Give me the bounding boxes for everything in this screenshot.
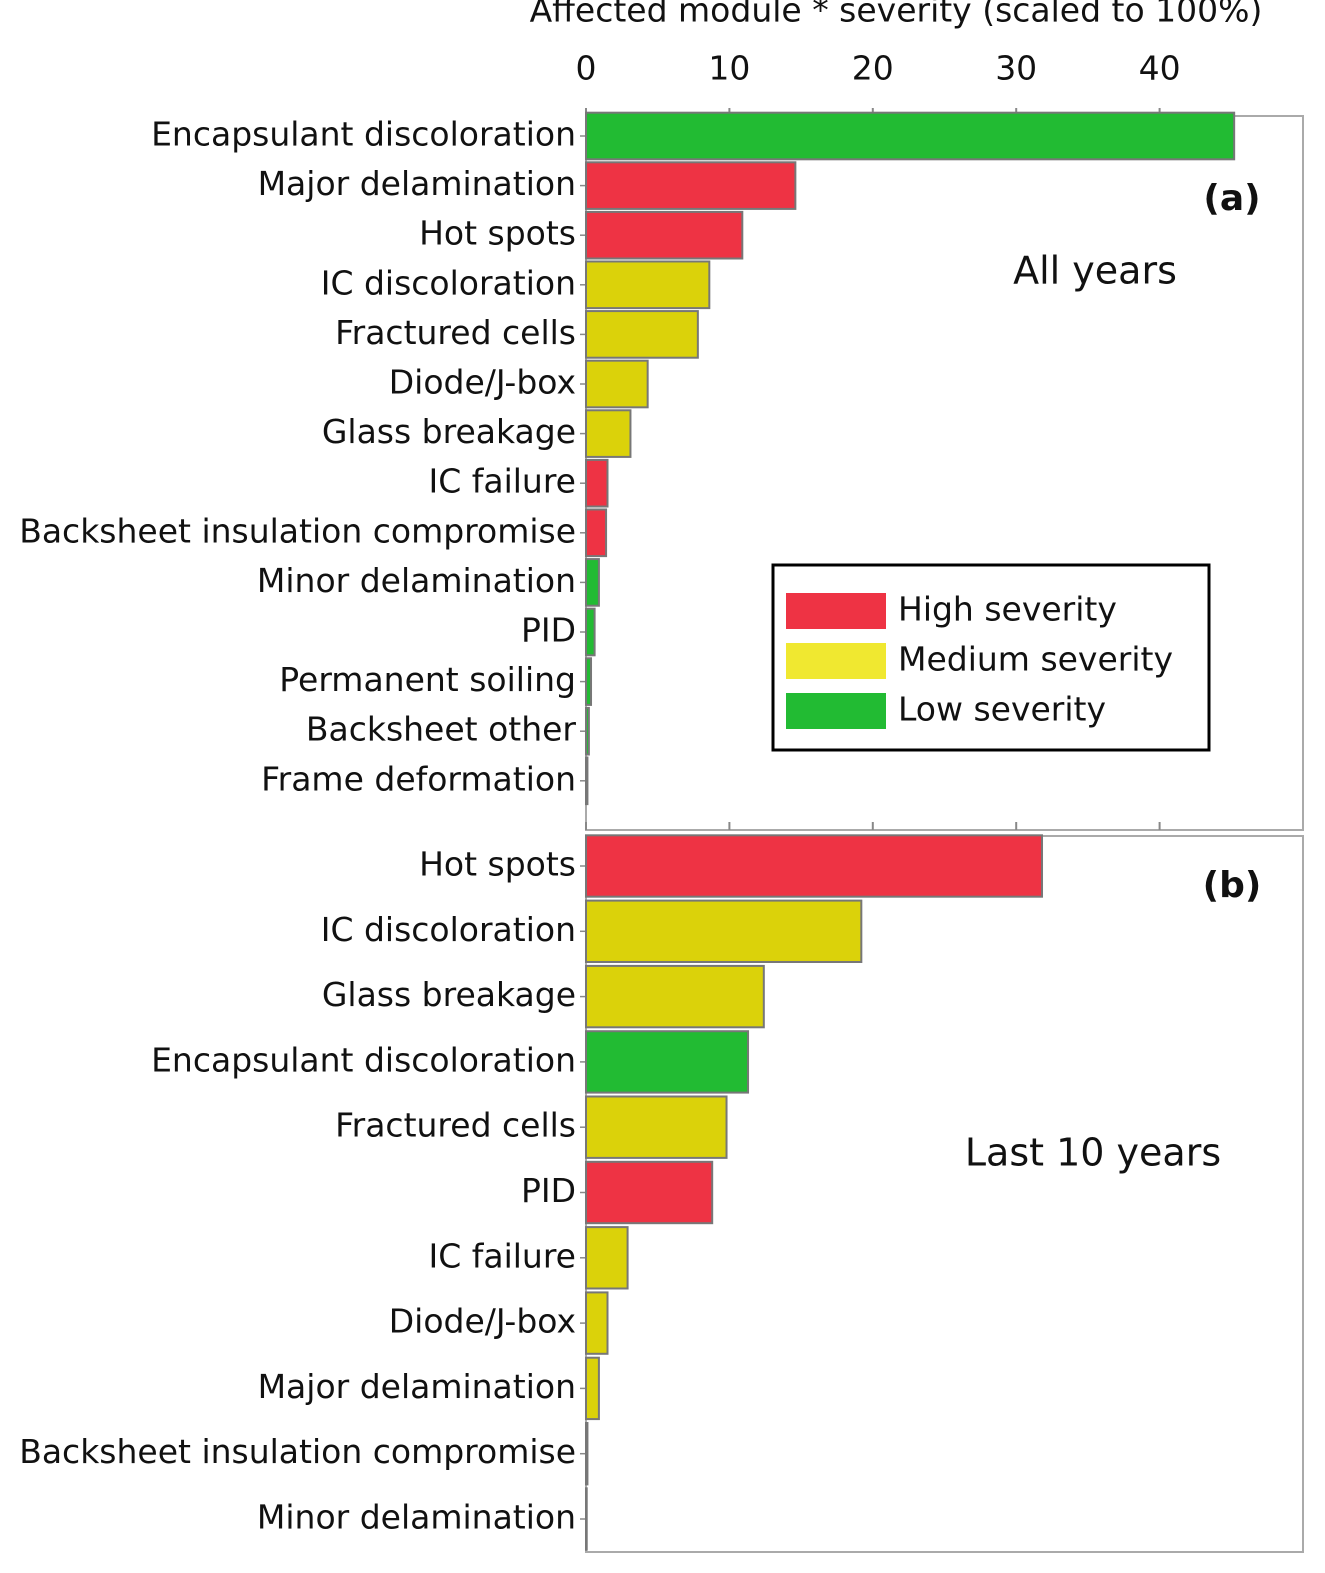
bar xyxy=(585,310,699,359)
y-tick-label: Minor delamination xyxy=(257,1498,576,1537)
y-tick-label: Major delamination xyxy=(258,164,576,203)
bar xyxy=(585,409,632,458)
y-tick-label: Fractured cells xyxy=(335,1106,576,1145)
panel-label: (a) xyxy=(1203,178,1260,219)
y-tick-label: Encapsulant discoloration xyxy=(151,1040,576,1079)
y-tick-label: IC discoloration xyxy=(321,910,576,949)
bar xyxy=(585,1030,750,1094)
bar xyxy=(585,508,608,558)
y-tick-label: Diode/J-box xyxy=(389,363,576,402)
bar xyxy=(585,607,596,657)
bar xyxy=(585,899,863,963)
legend-swatch xyxy=(786,593,886,629)
bar xyxy=(585,834,1044,898)
y-tick-label: Permanent soiling xyxy=(279,660,576,699)
bar xyxy=(585,359,649,409)
x-tick-label: 10 xyxy=(708,49,750,88)
y-tick-label: PID xyxy=(521,611,576,650)
bar xyxy=(585,1422,589,1486)
y-tick-label: Backsheet other xyxy=(306,710,577,749)
y-tick-label: Hot spots xyxy=(419,845,576,884)
y-tick-label: Major delamination xyxy=(258,1367,576,1406)
legend-swatch xyxy=(786,643,886,679)
panel-annotation: All years xyxy=(1013,249,1177,293)
y-tick-label: PID xyxy=(521,1171,576,1210)
bar xyxy=(585,558,600,607)
bar xyxy=(585,458,609,508)
y-tick-label: Frame deformation xyxy=(261,759,576,798)
bar xyxy=(585,1356,600,1421)
panel-label: (b) xyxy=(1203,865,1262,906)
bar xyxy=(585,1095,728,1159)
x-tick-label: 40 xyxy=(1139,49,1181,88)
bar xyxy=(585,111,1236,161)
x-tick-label: 0 xyxy=(576,49,597,88)
bar xyxy=(585,1291,609,1355)
bar xyxy=(585,657,593,706)
y-tick-label: Diode/J-box xyxy=(389,1302,576,1341)
bar xyxy=(585,161,797,210)
y-tick-label: Hot spots xyxy=(419,214,576,253)
legend-swatch xyxy=(786,693,886,729)
y-tick-label: IC failure xyxy=(428,1236,576,1275)
y-tick-label: Glass breakage xyxy=(322,975,576,1014)
y-tick-label: Backsheet insulation compromise xyxy=(19,511,576,550)
panel-annotation: Last 10 years xyxy=(965,1131,1221,1175)
y-tick-label: Minor delamination xyxy=(257,561,576,600)
bar xyxy=(585,260,711,310)
bar xyxy=(585,1226,629,1290)
legend-label: High severity xyxy=(898,590,1117,629)
bar xyxy=(585,756,589,806)
legend-label: Low severity xyxy=(898,690,1106,729)
x-axis-title: Affected module * severity (scaled to 10… xyxy=(530,0,1263,30)
bar xyxy=(585,1487,588,1551)
y-tick-label: IC discoloration xyxy=(321,263,576,302)
bar xyxy=(585,964,765,1029)
x-tick-label: 30 xyxy=(995,49,1037,88)
y-tick-label: IC failure xyxy=(428,462,576,501)
x-tick-label: 20 xyxy=(852,49,894,88)
y-tick-label: Encapsulant discoloration xyxy=(151,115,576,154)
y-tick-label: Backsheet insulation compromise xyxy=(19,1432,576,1471)
bar xyxy=(585,706,590,756)
bar xyxy=(585,210,744,260)
y-tick-label: Fractured cells xyxy=(335,313,576,352)
legend-label: Medium severity xyxy=(898,640,1173,679)
bar xyxy=(585,1160,714,1225)
y-tick-label: Glass breakage xyxy=(322,412,576,451)
